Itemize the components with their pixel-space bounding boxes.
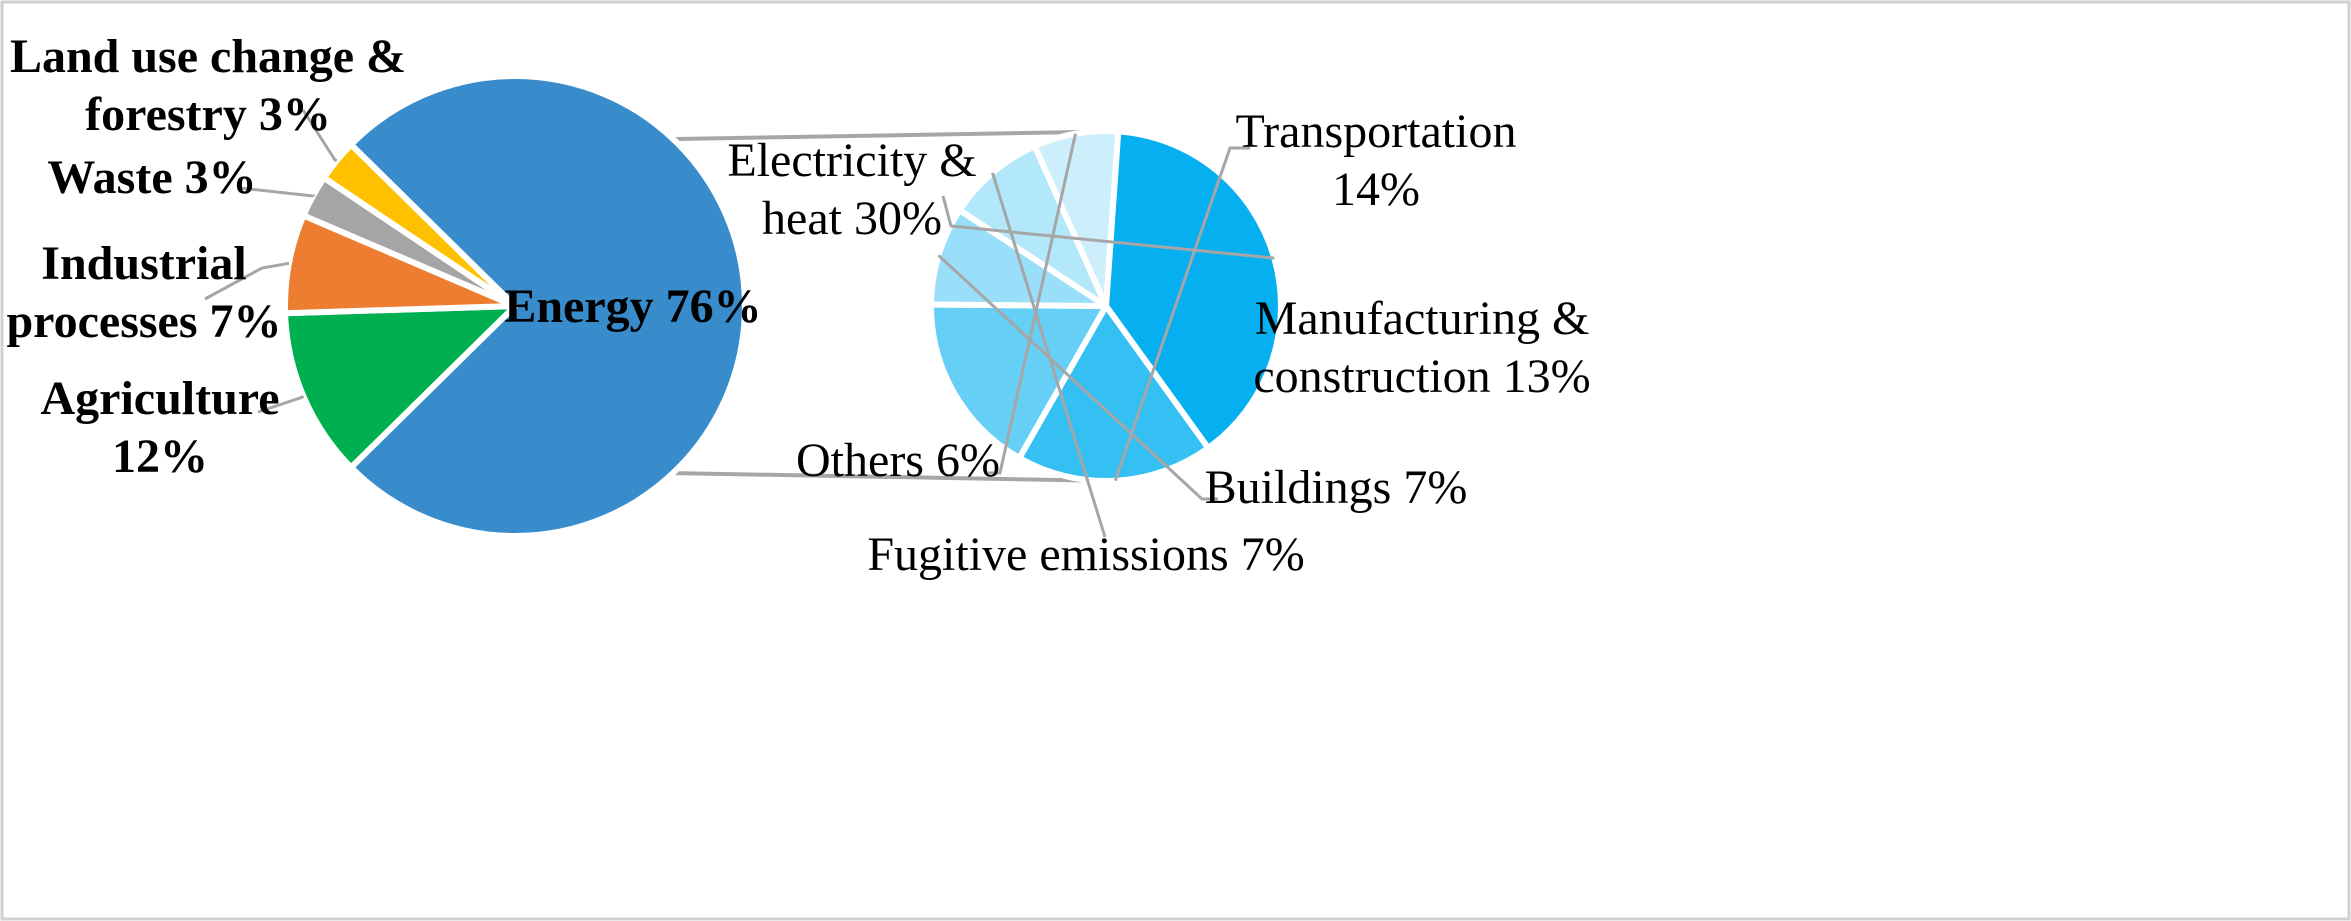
leader-industrial-processes: [204, 261, 290, 301]
label-manufacturing-and-construction: Manufacturing & construction 13%: [1253, 292, 1590, 403]
leader-transportation: [1113, 146, 1250, 482]
main-slice-energy: [348, 73, 748, 539]
label-land-use-change-and-forestry: Land use change & forestry 3%: [10, 30, 406, 141]
leader-fugitive-emissions: [991, 172, 1107, 538]
label-electricity-and-heat: Electricity & heat 30%: [727, 134, 976, 245]
label-waste: Waste 3%: [47, 151, 256, 204]
leader-electricity-and-heat: [941, 195, 1275, 260]
main-pie: [282, 73, 748, 539]
main-slice-agriculture: [282, 303, 518, 471]
label-transportation: Transportation 14%: [1236, 105, 1517, 216]
sub-slice-others: [1031, 127, 1122, 309]
leader-agriculture: [257, 395, 305, 414]
label-industrial-processes: Industrial processes 7%: [6, 237, 281, 348]
leader-land-use-change-and-forestry: [301, 109, 338, 163]
leader-lines: [204, 109, 1275, 538]
label-fugitive-emissions: Fugitive emissions 7%: [867, 528, 1304, 581]
sub-pie: [927, 127, 1284, 484]
leader-buildings: [937, 254, 1218, 501]
label-buildings: Buildings 7%: [1205, 461, 1468, 514]
data-labels: Energy 76% Agriculture 12% Industrial proces…: [6, 30, 1590, 581]
leader-others: [985, 133, 1077, 475]
label-agriculture: Agriculture 12%: [40, 372, 279, 483]
label-energy: Energy 76%: [504, 280, 761, 333]
leader-waste: [239, 186, 316, 198]
label-others: Others 6%: [796, 434, 1000, 487]
